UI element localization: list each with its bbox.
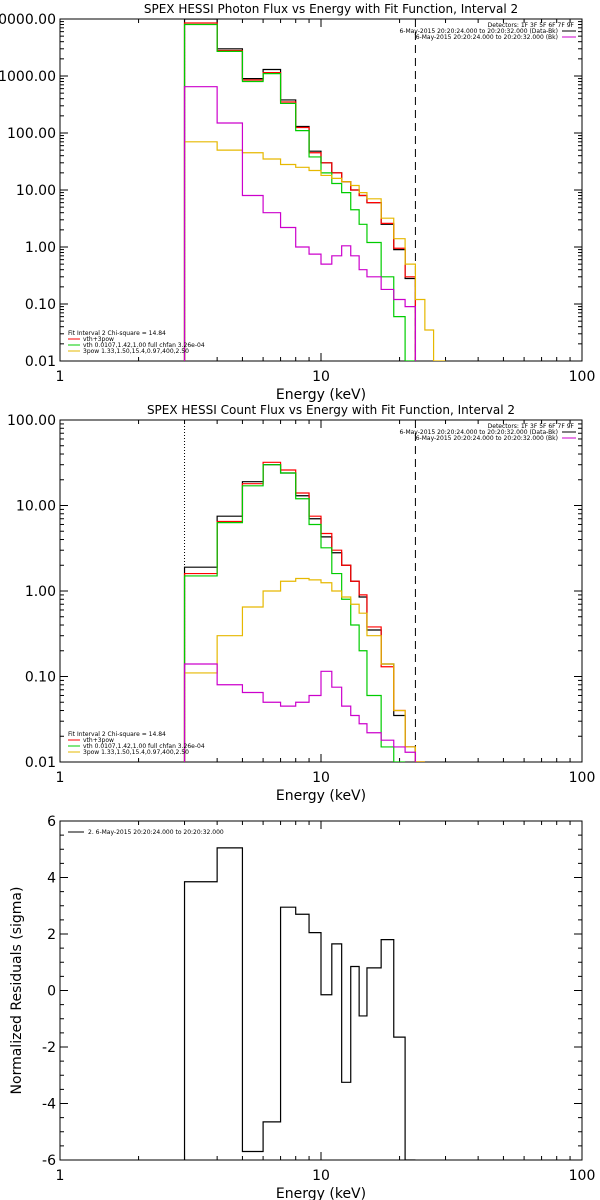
chart-1: SPEX HESSI Photon Flux vs Energy with Fi…: [0, 2, 595, 403]
legend-entry: 6-May-2015 20:20:24.000 to 20:20:32.000 …: [399, 28, 558, 35]
y-tick-label: 100.00: [7, 413, 56, 429]
data-layer: [183, 19, 446, 361]
y-tick-label: 0: [47, 984, 56, 1000]
y-axis-title: Normalized Residuals (sigma): [9, 887, 25, 1095]
y-tick-label: 0.10: [25, 670, 56, 686]
legend-entry: 6-May-2015 20:20:24.000 to 20:20:32.000 …: [416, 34, 558, 41]
y-tick-label: 6: [47, 814, 56, 830]
x-tick-label: 100: [569, 770, 596, 786]
series-1-line: [183, 464, 425, 762]
legend-entry: 6-May-2015 20:20:24.000 to 20:20:32.000 …: [416, 435, 558, 442]
x-axis-title: Energy (keV): [276, 387, 366, 403]
y-tick-label: 0.01: [25, 755, 56, 771]
x-tick-label: 10: [312, 770, 330, 786]
fit-legend-entry: 3pow 1.33,1.50,15.4,0.97,400,2.50: [83, 348, 189, 355]
series-3-line: [183, 23, 416, 361]
series-4-line: [183, 141, 446, 361]
x-tick-label: 1: [56, 1168, 65, 1184]
fit-legend-entry: vth+3pow: [83, 336, 114, 343]
y-tick-label: 1000.00: [0, 69, 56, 85]
data-layer: [183, 420, 425, 762]
fit-legend-entry: Fit Interval 2 Chi-square = 14.84: [68, 731, 166, 738]
y-tick-label: 2: [47, 927, 56, 943]
legend-entry: Detectors: 1F 3F 5F 6F 7F 9F: [488, 423, 575, 430]
y-tick-label: -2: [42, 1040, 56, 1056]
chart-3: 1 10 100 -6 -4 -2 0 2 4 6 Energy (keV) Normalized R…: [9, 814, 595, 1200]
series-1-line: [183, 847, 416, 1160]
legend-entry: Detectors: 1F 3F 5F 6F 7F 9F: [488, 22, 575, 29]
x-tick-label: 1: [56, 770, 65, 786]
x-tick-label: 1: [56, 369, 65, 385]
series-2-line: [183, 22, 417, 361]
plot-frame: [59, 419, 583, 763]
series-4-line: [183, 577, 425, 762]
fit-legend-entry: vth+3pow: [83, 737, 114, 744]
x-axis-title: Energy (keV): [276, 1186, 366, 1200]
y-tick-label: 1.00: [25, 584, 56, 600]
x-axis-title: Energy (keV): [276, 788, 366, 804]
y-tick-label: 10.00: [16, 183, 56, 199]
data-layer: [183, 847, 416, 1160]
fit-legend-entry: Fit Interval 2 Chi-square = 14.84: [68, 330, 166, 337]
x-tick-label: 10: [312, 369, 330, 385]
fit-legend-entry: 3pow 1.33,1.50,15.4,0.97,400,2.50: [83, 749, 189, 756]
y-tick-label: 100.00: [7, 126, 56, 142]
fit-legend-entry: vth 0.0107,1.42,1.00 full chfan 3.26e-04: [83, 743, 205, 750]
series-2-line: [183, 461, 425, 762]
plot-frame: [59, 18, 583, 362]
x-tick-label: 100: [569, 1168, 596, 1184]
chart-title: SPEX HESSI Photon Flux vs Energy with Fi…: [144, 2, 518, 16]
x-tick-label: 10: [312, 1168, 330, 1184]
y-tick-label: 10.00: [16, 499, 56, 515]
chart-2: SPEX HESSI Count Flux vs Energy with Fit…: [7, 403, 595, 804]
y-tick-label: -4: [42, 1097, 56, 1113]
y-tick-label: 0.10: [25, 297, 56, 313]
y-tick-label: 4: [47, 871, 56, 887]
series-1-line: [183, 19, 417, 361]
series-5-line: [183, 86, 417, 361]
legend-entry: 6-May-2015 20:20:24.000 to 20:20:32.000 …: [399, 429, 558, 436]
x-tick-label: 100: [569, 369, 596, 385]
y-tick-label: -6: [42, 1153, 56, 1169]
series-5-line: [183, 663, 417, 762]
series-3-line: [183, 464, 406, 762]
legend-entry: 2. 6-May-2015 20:20:24.000 to 20:20:32.0…: [88, 829, 224, 836]
chart-title: SPEX HESSI Count Flux vs Energy with Fit…: [147, 403, 515, 417]
fit-legend-entry: vth 0.0107,1.42,1.00 full chfan 3.26e-04: [83, 342, 205, 349]
y-tick-label: 1.00: [25, 240, 56, 256]
y-tick-label: 10000.00: [0, 12, 56, 28]
y-tick-label: 0.01: [25, 354, 56, 370]
